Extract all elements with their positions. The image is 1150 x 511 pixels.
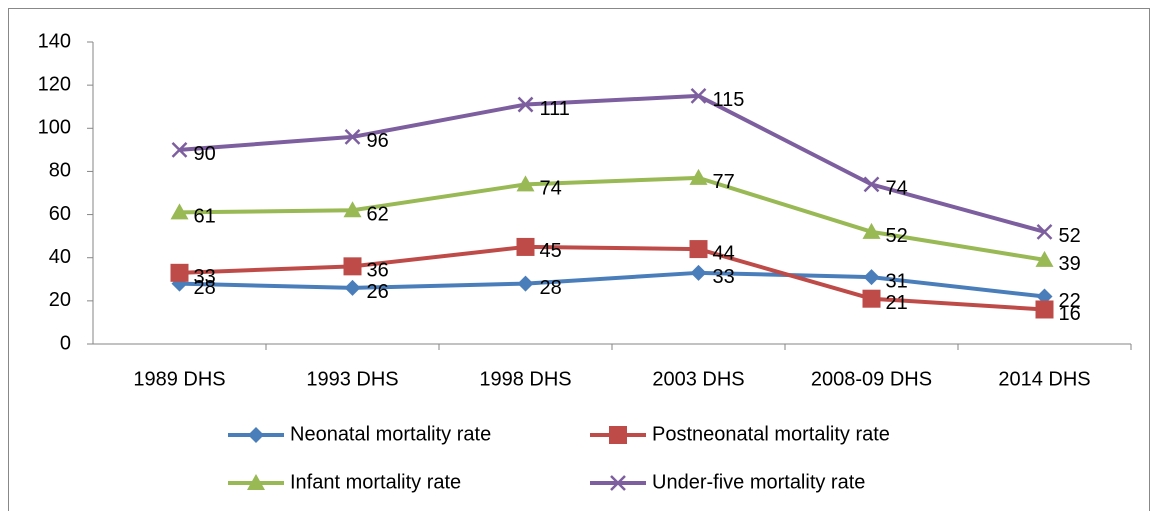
data-label: 16 xyxy=(1059,303,1081,325)
data-label: 31 xyxy=(886,270,908,292)
y-tick-label: 0 xyxy=(60,332,71,354)
marker xyxy=(343,201,362,218)
data-label: 52 xyxy=(886,225,908,247)
data-label: 90 xyxy=(194,143,216,165)
legend-label: Postneonatal mortality rate xyxy=(652,423,890,445)
marker xyxy=(690,264,707,281)
series-line xyxy=(179,175,1045,262)
data-label: 74 xyxy=(886,178,908,200)
data-label: 44 xyxy=(713,242,735,264)
legend-label: Under-five mortality rate xyxy=(652,471,865,493)
data-label: 33 xyxy=(713,266,735,288)
marker xyxy=(170,263,189,282)
marker xyxy=(343,257,362,276)
data-label: 21 xyxy=(886,292,908,314)
y-tick-label: 140 xyxy=(38,30,71,52)
data-label: 77 xyxy=(713,171,735,193)
y-tick-label: 100 xyxy=(38,117,71,139)
legend-label: Neonatal mortality rate xyxy=(290,423,491,445)
marker xyxy=(517,96,534,113)
y-tick-label: 60 xyxy=(49,203,71,225)
data-label: 28 xyxy=(540,277,562,299)
chart-border xyxy=(8,8,1150,511)
legend-marker xyxy=(248,427,264,443)
series-line xyxy=(179,244,1045,312)
marker xyxy=(863,269,880,286)
marker xyxy=(1036,223,1053,240)
data-label: 26 xyxy=(367,281,389,303)
marker xyxy=(690,88,707,104)
data-label: 39 xyxy=(1059,253,1081,275)
series-line xyxy=(179,93,1046,234)
marker xyxy=(344,279,361,296)
marker xyxy=(862,222,881,239)
marker xyxy=(1035,250,1054,267)
data-label: 22 xyxy=(1059,290,1081,312)
y-tick-label: 80 xyxy=(49,160,71,182)
y-tick-label: 20 xyxy=(49,289,71,311)
x-tick-label: 2008-09 DHS xyxy=(811,368,932,390)
legend-marker xyxy=(609,426,627,444)
x-tick-label: 1993 DHS xyxy=(306,368,398,390)
x-tick-label: 2003 DHS xyxy=(652,368,744,390)
marker xyxy=(516,237,535,256)
marker xyxy=(517,275,534,292)
data-label: 45 xyxy=(540,240,562,262)
y-tick-label: 120 xyxy=(38,73,71,95)
marker xyxy=(344,129,361,145)
marker xyxy=(516,175,535,192)
data-label: 52 xyxy=(1059,225,1081,247)
data-label: 111 xyxy=(540,98,570,120)
x-tick-label: 1998 DHS xyxy=(479,368,571,390)
data-label: 74 xyxy=(540,178,562,200)
data-label: 96 xyxy=(367,130,389,152)
legend-label: Infant mortality rate xyxy=(290,471,461,493)
legend-marker xyxy=(247,474,265,490)
series-line xyxy=(179,270,1045,299)
data-label: 36 xyxy=(367,260,389,282)
marker xyxy=(171,141,188,158)
marker xyxy=(863,176,880,193)
marker xyxy=(689,240,708,259)
data-label: 115 xyxy=(713,89,745,111)
marker xyxy=(689,168,708,185)
data-label: 61 xyxy=(194,206,216,228)
y-tick-label: 40 xyxy=(49,246,71,268)
legend-marker xyxy=(610,475,626,491)
marker xyxy=(862,289,881,308)
data-label: 33 xyxy=(194,266,216,288)
data-label: 28 xyxy=(194,277,216,299)
marker xyxy=(170,203,189,220)
marker xyxy=(1035,300,1054,319)
data-label: 62 xyxy=(367,204,389,226)
x-tick-label: 1989 DHS xyxy=(133,368,225,390)
x-tick-label: 2014 DHS xyxy=(998,368,1090,390)
